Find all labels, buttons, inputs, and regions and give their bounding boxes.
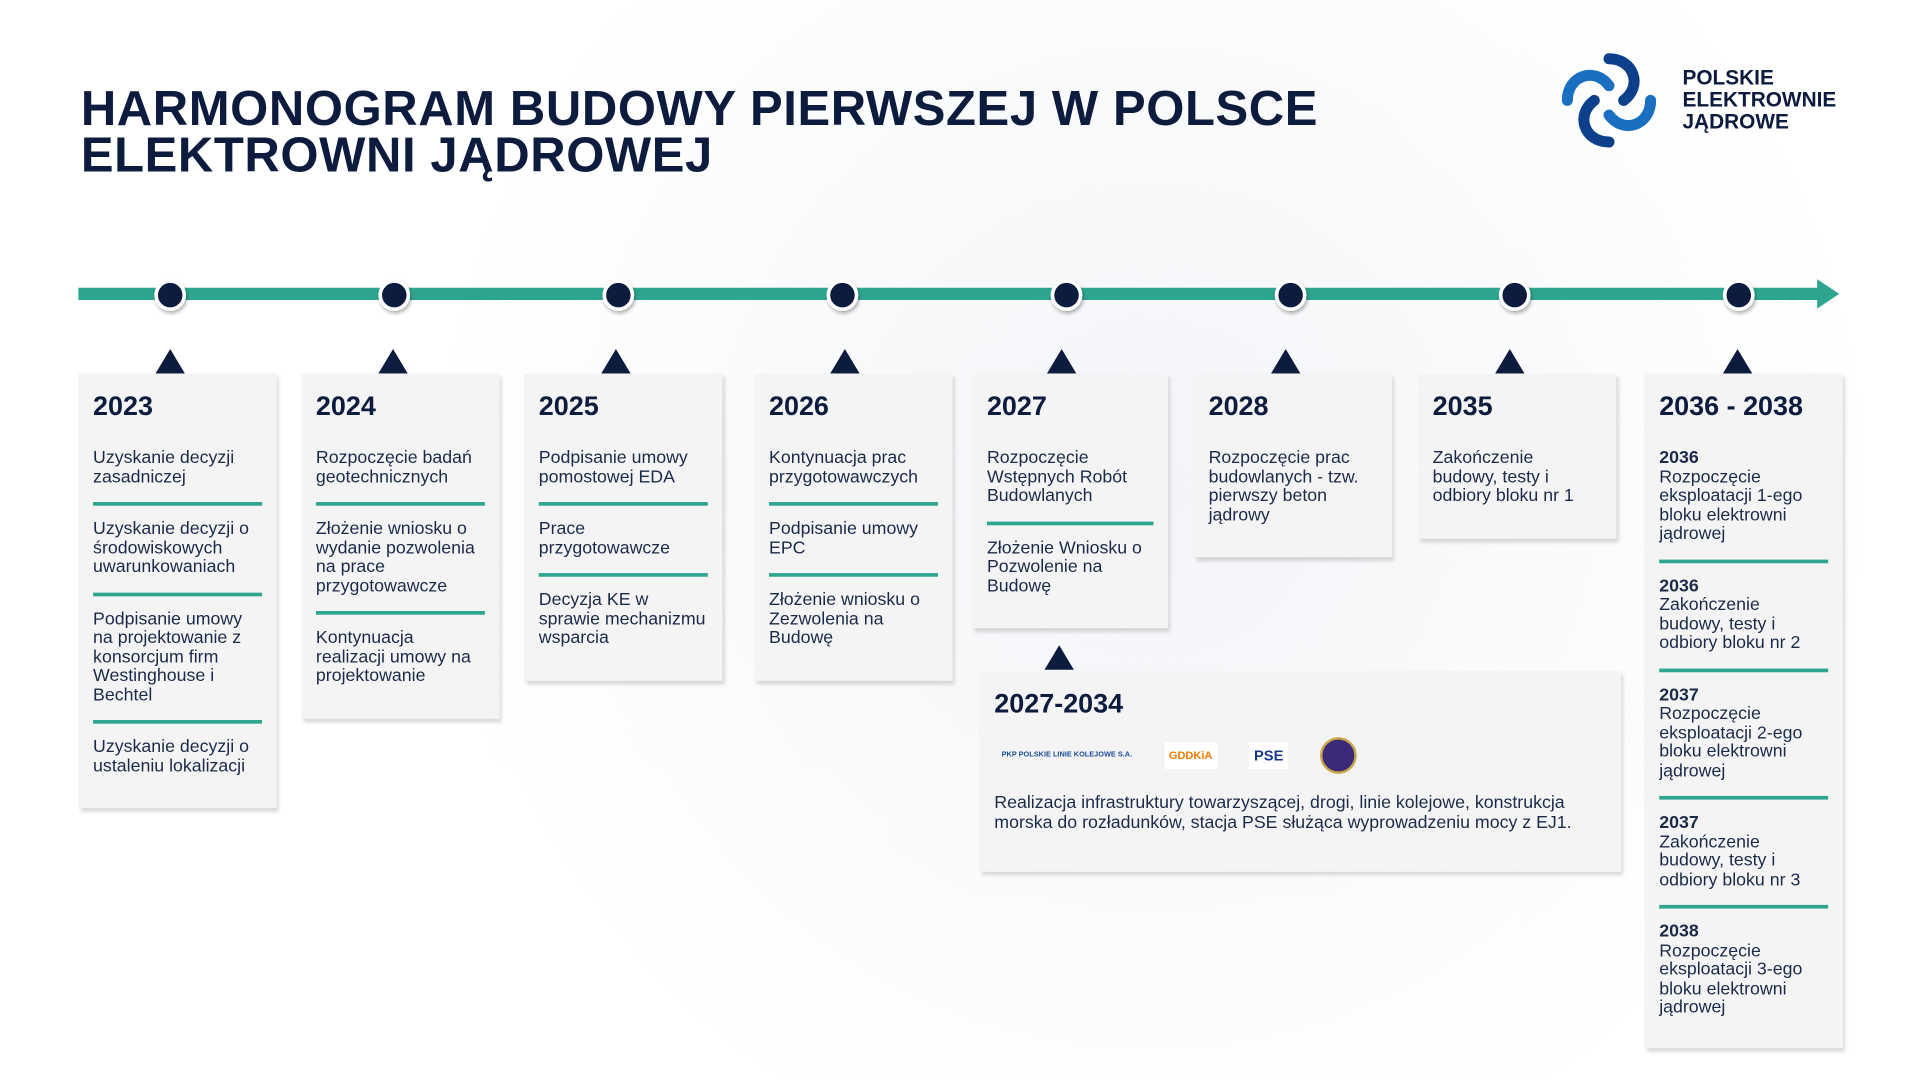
milestone-year: 2026 — [768, 390, 829, 422]
maritime-emblem-icon — [1320, 737, 1357, 774]
milestone-year: 2023 — [93, 390, 154, 422]
milestone-item: Prace przygotowawcze — [538, 519, 708, 577]
sub-year: 2036 — [1659, 576, 1699, 596]
milestone-item: 2036 Zakończenie budowy, testy i odbiory … — [1659, 576, 1829, 672]
milestone-item: Rozpoczęcie Wstępnych Robót Budowlanych — [986, 449, 1154, 525]
sub-text: Zakończenie budowy, testy i odbiory blok… — [1659, 832, 1801, 890]
milestone-item: Podpisanie umowy EPC — [768, 519, 938, 577]
sub-year: 2037 — [1659, 685, 1699, 705]
pkp-plk-logo: PKP POLSKIE LINIE KOLEJOWE S.A. — [1001, 751, 1133, 760]
milestone-item: Złożenie wniosku o wydanie pozwolenia na… — [315, 519, 485, 615]
milestone-item: Uzyskanie decyzji o środowiskowych uwaru… — [93, 520, 263, 596]
pej-logo-mark-icon — [1561, 53, 1657, 148]
milestone-item: Rozpoczęcie badań geotechnicznych — [315, 448, 485, 506]
milestone-year: 2028 — [1208, 390, 1269, 422]
milestone-year: 2027 — [986, 390, 1047, 422]
timeline-dot-0 — [154, 279, 187, 312]
gddkia-logo: GDDKiA — [1163, 742, 1218, 769]
timeline-dot-4 — [1050, 279, 1083, 312]
timeline-dot-3 — [826, 279, 859, 312]
sub-text: Rozpoczęcie eksploatacji 1-ego bloku ele… — [1659, 467, 1803, 544]
milestone-card-2035: 2035 Zakończenie budowy, testy i odbiory … — [1417, 373, 1617, 539]
milestone-item: Zakończenie budowy, testy i odbiory blok… — [1432, 448, 1574, 506]
triangle-marker-icon — [155, 348, 185, 374]
milestone-year: 2036 - 2038 — [1659, 390, 1803, 422]
sub-text: Zakończenie budowy, testy i odbiory blok… — [1659, 595, 1801, 653]
pej-logo: POLSKIE ELEKTROWNIE JĄDROWE — [1558, 49, 1837, 152]
triangle-marker-icon — [378, 348, 408, 374]
milestone-card-2024: 2024 Rozpoczęcie badań geotechnicznych Zło… — [301, 373, 500, 719]
milestone-item: 2037 Zakończenie budowy, testy i odbiory … — [1659, 813, 1829, 909]
triangle-marker-icon — [830, 348, 860, 374]
milestone-card-2023: 2023 Uzyskanie decyzji zasadniczej Uzyskan… — [78, 373, 277, 809]
milestone-item: Uzyskanie decyzji o ustaleniu lokalizacj… — [93, 737, 249, 776]
infra-description: Realizacja infrastruktury towarzyszącej,… — [994, 793, 1572, 833]
sub-year: 2038 — [1659, 922, 1699, 942]
infra-year: 2027-2034 — [994, 688, 1124, 719]
milestone-item: Złożenie wniosku o Zezwolenia na Budowę — [768, 590, 921, 648]
milestone-card-2026: 2026 Kontynuacja prac przygotowawczych Pod… — [754, 373, 953, 681]
page-title: HARMONOGRAM BUDOWY PIERWSZEJ W POLSCE EL… — [80, 82, 1319, 183]
logo-text-2: ELEKTROWNIE — [1682, 88, 1837, 112]
logo-text-3: JĄDROWE — [1682, 110, 1789, 134]
milestone-item: Decyzja KE w sprawie mechanizmu wsparcia — [538, 590, 706, 648]
logo-text-1: POLSKIE — [1682, 66, 1774, 90]
triangle-marker-icon — [1044, 645, 1074, 670]
milestone-item: Kontynuacja prac przygotowawczych — [768, 448, 938, 506]
milestone-item: 2038 Rozpoczęcie eksploatacji 3-ego bloku… — [1659, 923, 1828, 1033]
timeline-dot-1 — [378, 279, 411, 312]
milestone-year: 2035 — [1432, 390, 1493, 422]
sub-text: Rozpoczęcie eksploatacji 2-ego bloku ele… — [1659, 704, 1803, 781]
milestone-item: Uzyskanie decyzji zasadniczej — [93, 448, 263, 506]
milestone-item: Kontynuacja realizacji umowy na projekto… — [315, 628, 471, 686]
sub-year: 2036 — [1659, 448, 1699, 468]
timeline-line — [78, 287, 1825, 301]
milestone-item: 2036 Rozpoczęcie eksploatacji 1-ego bloku… — [1659, 448, 1829, 563]
milestone-item: 2037 Rozpoczęcie eksploatacji 2-ego bloku… — [1659, 685, 1829, 800]
timeline-dot-5 — [1274, 279, 1307, 312]
milestone-card-2028: 2028 Rozpoczęcie prac budowlanych - tzw. … — [1193, 373, 1393, 558]
title-line-1: HARMONOGRAM BUDOWY PIERWSZEJ W POLSCE — [80, 82, 1319, 136]
timeline-dot-2 — [602, 279, 635, 312]
timeline-dot-6 — [1498, 279, 1531, 312]
timeline-dot-7 — [1722, 279, 1755, 312]
infra-card: 2027-2034 PKP POLSKIE LINIE KOLEJOWE S.A… — [979, 671, 1622, 872]
sub-text: Rozpoczęcie eksploatacji 3-ego bloku ele… — [1659, 941, 1803, 1018]
milestone-item: Podpisanie umowy pomostowej EDA — [538, 448, 708, 506]
milestone-year: 2025 — [538, 390, 599, 422]
partner-logos: PKP POLSKIE LINIE KOLEJOWE S.A. GDDKiA P… — [1002, 737, 1607, 774]
triangle-marker-icon — [601, 348, 631, 374]
milestone-card-2025: 2025 Podpisanie umowy pomostowej EDA Prace… — [524, 373, 723, 681]
milestone-item: Złożenie Wniosku o Pozwolenie na Budowę — [986, 538, 1142, 596]
milestone-year: 2024 — [315, 390, 376, 422]
sub-year: 2037 — [1659, 813, 1699, 833]
milestone-item: Podpisanie umowy na projektowanie z kons… — [93, 610, 263, 724]
title-line-2: ELEKTROWNI JĄDROWEJ — [80, 128, 713, 183]
milestone-item: Rozpoczęcie prac budowlanych - tzw. pier… — [1208, 448, 1359, 525]
triangle-marker-icon — [1271, 348, 1301, 374]
triangle-marker-icon — [1046, 348, 1077, 374]
triangle-marker-icon — [1722, 348, 1753, 374]
timeline-arrow-icon — [1817, 279, 1840, 309]
milestone-card-2027: 2027 Rozpoczęcie Wstępnych Robót Budowlan… — [972, 373, 1169, 629]
milestone-card-2036-2038: 2036 - 2038 2036 Rozpoczęcie eksploatacji … — [1644, 373, 1843, 1049]
pse-logo: PSE — [1249, 742, 1289, 769]
triangle-marker-icon — [1495, 348, 1525, 374]
